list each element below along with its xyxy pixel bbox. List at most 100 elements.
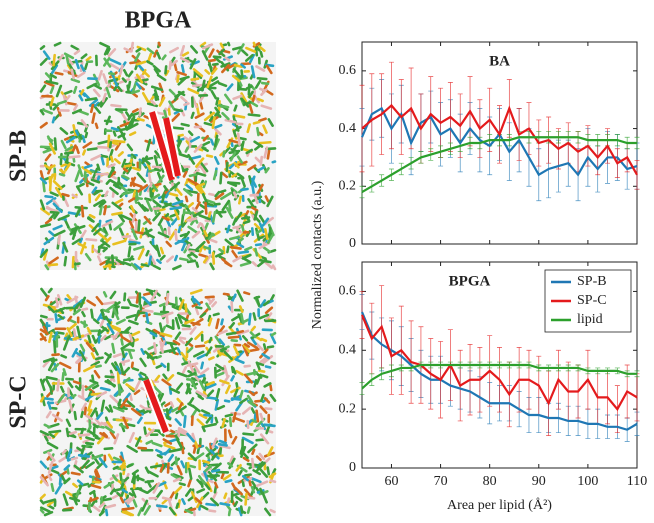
molecule <box>131 211 137 223</box>
molecule <box>115 318 126 325</box>
molecule <box>167 107 171 116</box>
molecule <box>49 210 60 215</box>
molecule <box>236 242 245 249</box>
molecule <box>178 336 187 340</box>
molecule <box>84 461 95 469</box>
molecule <box>79 444 86 458</box>
molecule <box>117 85 123 93</box>
molecule <box>81 310 86 318</box>
molecule <box>175 438 183 449</box>
molecule <box>251 448 256 456</box>
molecule <box>136 409 145 414</box>
y-tick-label: 0.6 <box>339 63 357 78</box>
molecule <box>131 228 138 241</box>
molecule <box>254 46 259 57</box>
molecule <box>111 362 118 372</box>
molecule <box>96 163 101 171</box>
molecule <box>257 166 266 172</box>
molecule <box>72 334 85 341</box>
molecule <box>119 359 131 365</box>
molecule <box>211 62 219 66</box>
molecule <box>217 329 228 336</box>
molecule <box>139 371 147 377</box>
molecule <box>206 481 213 493</box>
molecule <box>269 384 273 392</box>
molecule <box>158 96 166 107</box>
molecule <box>152 264 161 271</box>
molecule <box>259 87 266 92</box>
molecule <box>156 73 167 82</box>
molecule <box>250 65 256 79</box>
molecule <box>153 92 158 102</box>
molecule <box>116 491 122 498</box>
molecule <box>44 153 52 162</box>
molecule <box>195 390 208 398</box>
molecule <box>180 64 185 74</box>
molecule <box>134 52 141 63</box>
molecule <box>193 143 203 153</box>
molecule <box>45 376 58 381</box>
molecule <box>188 172 199 178</box>
molecule <box>231 366 237 375</box>
molecule <box>54 297 60 306</box>
molecule <box>141 91 150 103</box>
molecule <box>242 344 249 357</box>
molecule <box>119 455 125 463</box>
molecule <box>65 136 76 144</box>
molecule <box>246 474 252 487</box>
molecule <box>205 154 214 158</box>
molecule <box>209 80 220 87</box>
molecule <box>263 382 272 388</box>
molecule <box>99 386 111 392</box>
molecule <box>70 68 75 80</box>
molecule <box>179 167 189 173</box>
molecule <box>196 353 207 360</box>
molecule <box>107 48 117 58</box>
molecule <box>164 190 171 199</box>
molecule <box>68 322 77 331</box>
molecule <box>176 465 183 476</box>
molecule <box>55 84 63 98</box>
molecule <box>153 67 160 75</box>
molecule <box>151 441 163 448</box>
molecule <box>241 474 250 482</box>
molecule <box>85 56 92 62</box>
molecule <box>94 356 104 361</box>
molecule <box>248 90 254 99</box>
molecule <box>218 447 223 457</box>
molecule <box>264 306 274 315</box>
molecule <box>141 296 152 307</box>
molecule <box>187 360 195 373</box>
molecule <box>128 131 137 137</box>
molecule <box>97 69 103 81</box>
molecule <box>86 326 92 335</box>
molecule <box>153 155 159 167</box>
molecule <box>66 466 70 475</box>
molecule <box>71 255 75 269</box>
molecule <box>130 361 134 369</box>
molecule <box>109 394 119 404</box>
molecule <box>150 289 158 302</box>
molecule <box>181 365 188 375</box>
molecule <box>139 311 146 315</box>
molecule <box>175 502 180 510</box>
molecule <box>176 152 189 158</box>
molecule <box>166 255 175 263</box>
molecule <box>259 405 268 414</box>
molecule <box>246 341 259 350</box>
molecule <box>145 232 155 239</box>
molecule <box>213 56 222 64</box>
molecule <box>128 220 135 229</box>
molecule <box>264 195 270 203</box>
molecule <box>104 315 112 325</box>
molecule <box>226 83 234 92</box>
molecule <box>108 72 116 76</box>
molecule <box>64 151 74 155</box>
molecule <box>73 410 78 421</box>
molecule <box>218 439 228 445</box>
molecule <box>92 83 102 90</box>
molecule <box>146 182 153 193</box>
molecule <box>245 85 253 90</box>
y-tick-label: 0.2 <box>339 179 357 194</box>
molecule <box>88 98 99 107</box>
